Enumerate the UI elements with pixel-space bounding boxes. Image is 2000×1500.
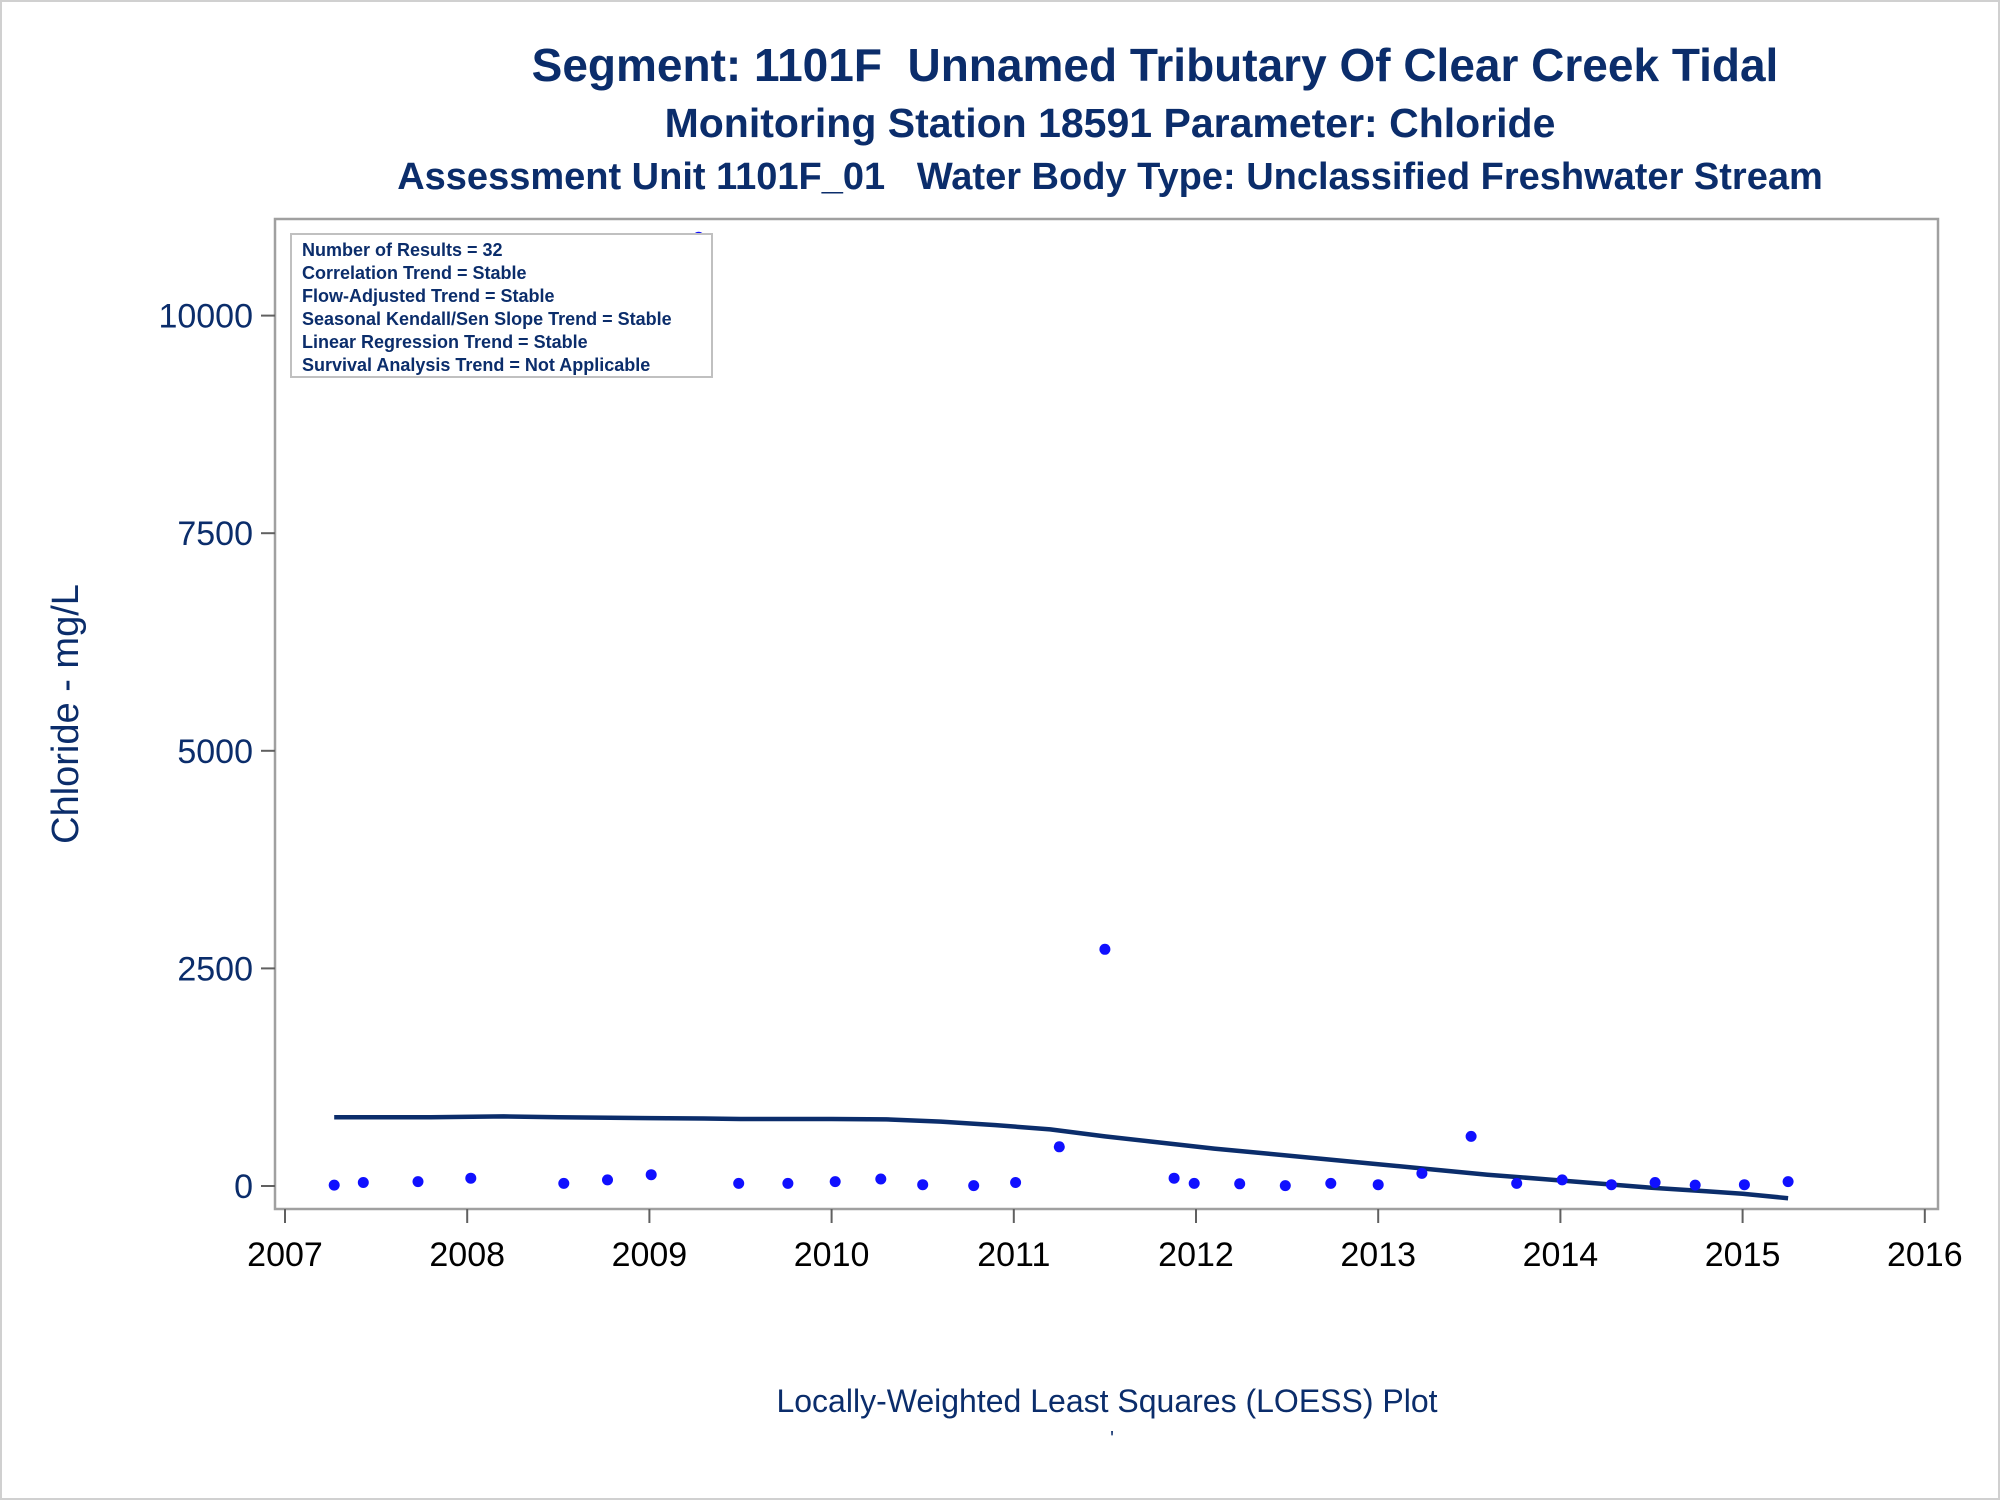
data-point <box>465 1172 477 1184</box>
x-tick-label: 2016 <box>1887 1236 1963 1274</box>
x-tick-label: 2015 <box>1705 1236 1781 1274</box>
data-point <box>733 1177 745 1189</box>
data-point <box>1168 1172 1180 1184</box>
data-point <box>1372 1179 1384 1191</box>
data-point <box>782 1177 794 1189</box>
x-tick-label: 2012 <box>1158 1236 1234 1274</box>
data-point <box>1649 1177 1661 1188</box>
data-point <box>968 1180 980 1192</box>
chart-subtitle: Monitoring Station 18591 Parameter: Chlo… <box>664 100 1556 146</box>
legend: Number of Results = 32 Correlation Trend… <box>290 233 713 378</box>
data-point <box>1234 1178 1246 1190</box>
data-point <box>1556 1174 1568 1186</box>
data-point <box>1053 1141 1065 1153</box>
y-axis-label: Chloride - mg/L <box>45 584 87 844</box>
y-tick-label: 2500 <box>177 950 253 988</box>
data-point <box>1279 1180 1291 1192</box>
data-point <box>357 1177 369 1188</box>
legend-entry: Survival Analysis Trend = Not Applicable <box>302 355 650 375</box>
legend-entry: Linear Regression Trend = Stable <box>302 332 588 352</box>
data-point <box>1738 1179 1750 1191</box>
data-point <box>875 1173 887 1185</box>
data-point <box>558 1177 570 1189</box>
footnote: ' <box>1110 1428 1114 1450</box>
data-point <box>1605 1179 1617 1191</box>
chart-subtitle-2: Assessment Unit 1101F_01 Water Body Type… <box>397 156 1823 198</box>
y-tick-label: 5000 <box>177 733 253 771</box>
data-point <box>1465 1130 1477 1142</box>
data-point <box>1188 1177 1200 1189</box>
data-point <box>1325 1177 1337 1189</box>
x-tick-label: 2013 <box>1340 1236 1416 1274</box>
data-point <box>1416 1167 1428 1179</box>
legend-box <box>290 233 713 378</box>
x-tick-label: 2009 <box>612 1236 688 1274</box>
legend-entry: Flow-Adjusted Trend = Stable <box>302 286 555 306</box>
x-tick-label: 2010 <box>794 1236 870 1274</box>
chart-title: Segment: 1101F Unnamed Tributary Of Clea… <box>531 39 1779 91</box>
legend-entry: Seasonal Kendall/Sen Slope Trend = Stabl… <box>302 309 672 329</box>
data-point <box>829 1176 841 1188</box>
y-tick-label: 0 <box>234 1168 253 1206</box>
plot-area <box>273 217 1940 1211</box>
x-tick-label: 2014 <box>1523 1236 1599 1274</box>
data-point <box>1511 1177 1523 1189</box>
data-point <box>1689 1179 1701 1191</box>
x-axis: 2007 2008 2009 2010 2011 2012 2013 2014 2015 2016 <box>247 1209 1963 1274</box>
loess-trend-line <box>334 1114 1789 1201</box>
scatter-layer <box>328 231 1794 1192</box>
data-point <box>645 1169 657 1181</box>
y-axis: 0 2500 5000 7500 10000 <box>158 298 275 1206</box>
data-point <box>412 1176 424 1188</box>
legend-entry: Correlation Trend = Stable <box>302 263 527 283</box>
data-point <box>328 1179 340 1191</box>
x-tick-label: 2008 <box>429 1236 505 1274</box>
legend-entry: Number of Results = 32 <box>302 240 503 260</box>
data-point <box>602 1174 613 1186</box>
x-axis-label: Locally-Weighted Least Squares (LOESS) P… <box>776 1383 1437 1419</box>
data-point <box>1782 1176 1794 1188</box>
x-tick-label: 2011 <box>977 1236 1050 1274</box>
y-tick-label: 7500 <box>177 515 253 553</box>
y-tick-label: 10000 <box>158 298 253 336</box>
x-tick-label: 2007 <box>247 1236 323 1274</box>
data-point <box>1099 943 1111 955</box>
data-point <box>1010 1177 1022 1188</box>
data-point <box>917 1179 929 1191</box>
loess-line-layer <box>334 1114 1789 1201</box>
